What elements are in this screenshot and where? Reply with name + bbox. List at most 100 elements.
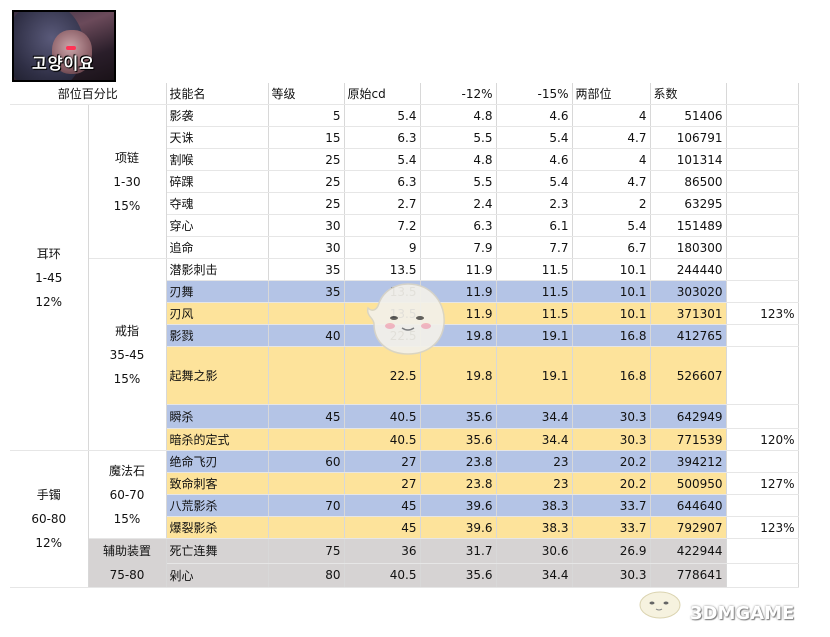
bonus-percent-cell: [726, 236, 799, 259]
bonus-percent-cell: [726, 258, 799, 281]
level-cell: 70: [268, 494, 345, 517]
bonus-percent-cell: [726, 404, 799, 429]
skill-name-cell: 割喉: [166, 148, 269, 171]
level-cell: [268, 472, 345, 495]
coefficient-cell: 51406: [650, 104, 727, 127]
skill-name-cell: 穿心: [166, 214, 269, 237]
original-cd-cell: 40.5: [344, 404, 421, 429]
level-cell: 30: [268, 214, 345, 237]
group-aux-device: 辅助装置 75-80: [88, 538, 167, 588]
cd-minus15-cell: 2.3: [496, 192, 573, 215]
level-cell: 40: [268, 324, 345, 347]
original-cd-cell: 40.5: [344, 563, 421, 588]
level-cell: [268, 302, 345, 325]
cd-minus12-cell: 35.6: [420, 563, 497, 588]
group-aux-device-line: 75-80: [109, 568, 145, 582]
cd-minus12-cell: 35.6: [420, 428, 497, 451]
cd-minus12-cell: 19.8: [420, 346, 497, 405]
skill-name-cell: 影袭: [166, 104, 269, 127]
original-cd-cell: 27: [344, 472, 421, 495]
skill-name-cell: 致命刺客: [166, 472, 269, 495]
original-cd-cell: 13.5: [344, 258, 421, 281]
bonus-percent-cell: [726, 214, 799, 237]
skill-name-cell: 刃风: [166, 302, 269, 325]
group-necklace-line: 项链: [114, 150, 139, 165]
level-cell: 60: [268, 450, 345, 473]
group-magic-stone-line: 15%: [113, 511, 141, 526]
original-cd-cell: 13.5: [344, 302, 421, 325]
cd-minus15-cell: 4.6: [496, 104, 573, 127]
cd-minus15-cell: 34.4: [496, 404, 573, 429]
original-cd-cell: 45: [344, 516, 421, 539]
bonus-percent-cell: [726, 346, 799, 405]
skill-name-cell: 瞬杀: [166, 404, 269, 429]
two-parts-cell: 4: [572, 148, 651, 171]
group-aux-device-line: 辅助装置: [102, 544, 151, 558]
skill-name-cell: 潜影刺击: [166, 258, 269, 281]
two-parts-cell: 6.7: [572, 236, 651, 259]
table-row: 碎踝 25 6.3 5.5 5.4 4.7 86500: [10, 170, 799, 193]
cd-minus15-cell: 23: [496, 450, 573, 473]
cd-minus12-cell: 23.8: [420, 472, 497, 495]
bonus-percent-cell: [726, 494, 799, 517]
header-skill-name: 技能名: [166, 83, 269, 105]
group-ring-line: 15%: [113, 371, 141, 386]
group-bracelet: 手镯 60-80 12%: [10, 450, 89, 588]
skill-cooldown-table: 部位百分比 技能名 等级 原始cd -12% -15% 两部位 系数 耳环 1-4…: [10, 83, 799, 588]
original-cd-cell: 6.3: [344, 170, 421, 193]
watermark-logo: 3DMGAME: [690, 603, 795, 624]
skill-name-cell: 爆裂影杀: [166, 516, 269, 539]
avatar-eye: [66, 46, 76, 50]
table-row: 追命 30 9 7.9 7.7 6.7 180300: [10, 236, 799, 259]
bonus-percent-cell: [726, 563, 799, 588]
two-parts-cell: 4.7: [572, 170, 651, 193]
bonus-percent-cell: [726, 126, 799, 149]
coefficient-cell: 526607: [650, 346, 727, 405]
coefficient-cell: 792907: [650, 516, 727, 539]
header-extra: [726, 83, 799, 105]
cd-minus15-cell: 34.4: [496, 563, 573, 588]
level-cell: 35: [268, 258, 345, 281]
header-two-parts: 两部位: [572, 83, 651, 105]
cd-minus12-cell: 7.9: [420, 236, 497, 259]
cd-minus12-cell: 2.4: [420, 192, 497, 215]
original-cd-cell: 40.5: [344, 428, 421, 451]
cd-minus12-cell: 39.6: [420, 494, 497, 517]
cd-minus15-cell: 11.5: [496, 280, 573, 303]
header-minus12: -12%: [420, 83, 497, 105]
level-cell: 25: [268, 192, 345, 215]
table-row: 穿心 30 7.2 6.3 6.1 5.4 151489: [10, 214, 799, 237]
cd-minus12-cell: 6.3: [420, 214, 497, 237]
coefficient-cell: 151489: [650, 214, 727, 237]
group-magic-stone-line: 60-70: [109, 487, 145, 502]
two-parts-cell: 33.7: [572, 516, 651, 539]
skill-name-cell: 八荒影杀: [166, 494, 269, 517]
table-row: 戒指 35-45 15% 潜影刺击 35 13.5 11.9 11.5 10.1 244440: [10, 258, 799, 451]
cd-minus12-cell: 35.6: [420, 404, 497, 429]
coefficient-cell: 101314: [650, 148, 727, 171]
level-cell: 35: [268, 280, 345, 303]
level-cell: 80: [268, 563, 345, 588]
header-level: 等级: [268, 83, 345, 105]
group-magic-stone-line: 魔法石: [108, 463, 145, 478]
two-parts-cell: 30.3: [572, 563, 651, 588]
coefficient-cell: 63295: [650, 192, 727, 215]
table-row: 暗杀的定式 40.5 35.6 34.4 30.3 771539 120%: [10, 428, 799, 451]
group-necklace: 项链 1-30 15%: [88, 104, 167, 259]
group-earring-line: 1-45: [35, 270, 63, 285]
header-row: 部位百分比 技能名 等级 原始cd -12% -15% 两部位 系数: [10, 83, 799, 105]
original-cd-cell: 27: [344, 450, 421, 473]
cd-minus15-cell: 23: [496, 472, 573, 495]
bonus-percent-cell: [726, 538, 799, 564]
two-parts-cell: 20.2: [572, 450, 651, 473]
two-parts-cell: 4: [572, 104, 651, 127]
skill-name-cell: 影戮: [166, 324, 269, 347]
coefficient-cell: 422944: [650, 538, 727, 564]
header-original-cd: 原始cd: [344, 83, 421, 105]
coefficient-cell: 303020: [650, 280, 727, 303]
cd-minus12-cell: 4.8: [420, 104, 497, 127]
level-cell: [268, 428, 345, 451]
cd-minus15-cell: 7.7: [496, 236, 573, 259]
two-parts-cell: 30.3: [572, 404, 651, 429]
level-cell: 45: [268, 404, 345, 429]
